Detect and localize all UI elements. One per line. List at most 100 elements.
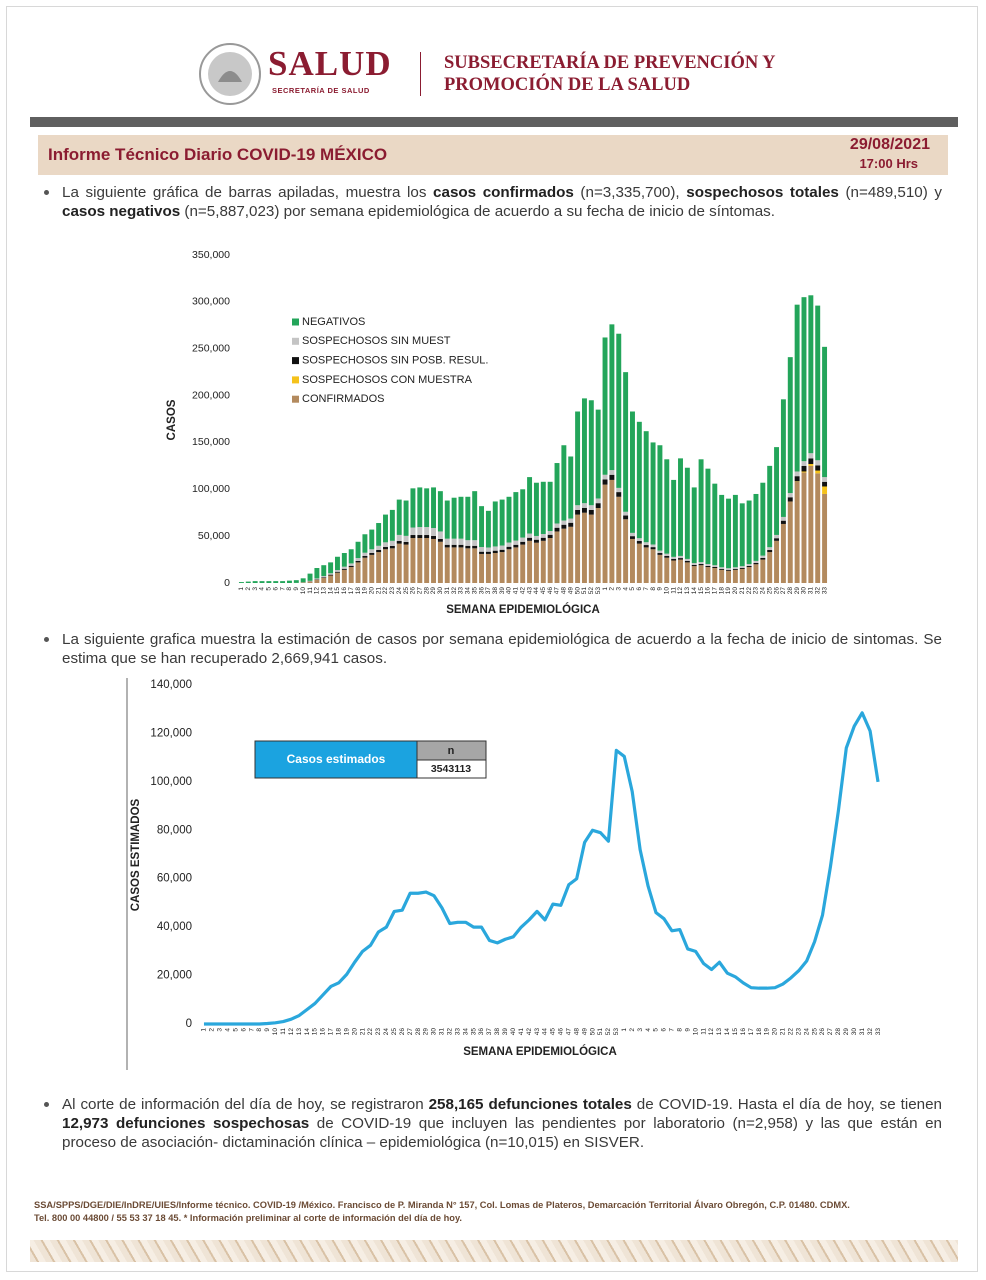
bar-segment xyxy=(575,505,581,510)
x-tick-label: 23 xyxy=(795,1028,802,1036)
bar-segment xyxy=(396,499,402,535)
x-tick-label: 3 xyxy=(217,1028,224,1032)
bar-segment xyxy=(492,546,498,551)
bar-segment xyxy=(472,545,478,549)
bar-segment xyxy=(547,538,553,583)
x-tick-label: 11 xyxy=(670,587,677,594)
bar-segment xyxy=(451,544,457,548)
bar-segment xyxy=(636,421,642,539)
bar-segment xyxy=(527,540,533,583)
x-tick-label: 16 xyxy=(320,1028,327,1036)
bar-segment xyxy=(595,508,601,583)
x-tick-label: 7 xyxy=(279,587,286,591)
emblem xyxy=(199,43,261,105)
bar-segment xyxy=(321,565,327,577)
bar-segment xyxy=(780,523,786,583)
bold-text: casos confirmados xyxy=(433,184,574,201)
bar-segment xyxy=(767,552,773,583)
legend-swatch xyxy=(292,318,299,326)
x-tick-label: 46 xyxy=(547,587,554,595)
y-tick-label: 50,000 xyxy=(198,530,230,542)
x-tick-label: 17 xyxy=(748,1028,755,1036)
x-tick-label: 7 xyxy=(643,587,650,591)
bar-segment xyxy=(719,568,725,570)
x-tick-label: 12 xyxy=(288,1028,295,1036)
x-tick-label: 39 xyxy=(502,1028,509,1036)
bar-segment xyxy=(732,567,738,569)
report-time: 17:00 Hrs xyxy=(859,156,918,171)
bar-segment xyxy=(362,534,368,553)
bold-text: casos negativos xyxy=(62,203,181,220)
bar-segment xyxy=(650,544,656,548)
bar-segment xyxy=(362,552,368,557)
x-tick-label: 33 xyxy=(458,587,465,595)
bar-segment xyxy=(383,549,388,583)
subsecretaria-line: PROMOCIÓN DE LA SALUD xyxy=(444,75,691,95)
bar-segment xyxy=(479,551,485,554)
bar-segment xyxy=(472,548,478,583)
bar-segment xyxy=(465,545,471,549)
bar-segment xyxy=(657,554,663,583)
bar-segment xyxy=(341,569,347,583)
x-axis-title: SEMANA EPIDEMIOLÓGICA xyxy=(446,603,600,616)
bar-segment xyxy=(376,545,382,551)
bar-segment xyxy=(547,530,553,535)
footer-line: SSA/SPPS/DGE/DIE/InDRE/UIES/Informe técn… xyxy=(34,1200,850,1210)
bar-segment xyxy=(815,473,821,583)
text: La siguiente grafica muestra la estimaci… xyxy=(62,631,942,667)
bar-segment xyxy=(431,538,436,583)
bar-segment xyxy=(588,400,594,506)
x-tick-label: 38 xyxy=(494,1028,501,1036)
x-tick-label: 34 xyxy=(462,1028,469,1036)
x-tick-label: 10 xyxy=(692,1028,699,1036)
bar-segment xyxy=(554,523,560,528)
bar-segment xyxy=(575,411,581,506)
bar-segment xyxy=(355,562,361,583)
x-tick-label: 23 xyxy=(753,587,760,595)
x-tick-label: 5 xyxy=(653,1028,660,1032)
bar-segment xyxy=(465,540,471,546)
bar-segment xyxy=(314,568,320,579)
x-tick-label: 7 xyxy=(248,1028,255,1032)
bar-segment xyxy=(506,546,512,550)
bold-text: 258,165 defunciones totales xyxy=(428,1096,632,1113)
text: de COVID-19. Hasta el día de hoy, se tie… xyxy=(631,1096,942,1113)
x-tick-label: 5 xyxy=(232,1028,239,1032)
bar-segment xyxy=(431,487,436,528)
bar-segment xyxy=(808,465,814,583)
x-tick-label: 21 xyxy=(375,587,382,595)
bar-segment xyxy=(609,474,615,480)
bar-segment xyxy=(369,549,375,554)
bar-segment xyxy=(492,553,498,583)
bar-segment xyxy=(712,566,718,569)
bar-segment xyxy=(801,461,807,466)
bar-segment xyxy=(314,579,320,583)
title-bar xyxy=(38,135,948,175)
x-tick-label: 1 xyxy=(621,1028,628,1032)
bar-segment xyxy=(348,549,354,564)
x-tick-label: 43 xyxy=(534,1028,541,1036)
text: La siguiente gráfica de barras apiladas,… xyxy=(62,184,434,201)
x-tick-label: 26 xyxy=(819,1028,826,1036)
bar-segment xyxy=(286,580,292,583)
bar-segment xyxy=(396,541,402,544)
x-tick-label: 27 xyxy=(407,1028,414,1036)
bar-segment xyxy=(808,453,814,459)
bar-segment xyxy=(410,488,416,528)
x-tick-label: 42 xyxy=(519,587,526,595)
bar-segment xyxy=(389,548,395,583)
bar-segment xyxy=(671,560,677,583)
y-axis-title: CASOS xyxy=(166,399,178,440)
bar-segment xyxy=(732,494,738,568)
bar-segment xyxy=(424,535,430,539)
x-tick-label: 10 xyxy=(300,587,307,595)
x-tick-label: 1 xyxy=(238,587,245,591)
legend-swatch xyxy=(292,376,299,384)
bar-segment xyxy=(396,543,402,583)
x-tick-label: 28 xyxy=(835,1028,842,1036)
bar-segment xyxy=(561,524,567,529)
x-tick-label: 30 xyxy=(437,587,444,595)
x-tick-label: 24 xyxy=(396,587,403,595)
bar-segment xyxy=(636,538,642,542)
